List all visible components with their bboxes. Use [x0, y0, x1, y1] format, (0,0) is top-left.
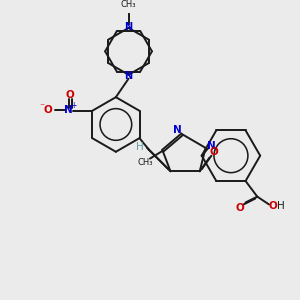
Text: H: H — [277, 201, 284, 212]
Text: O: O — [44, 105, 53, 115]
Text: CH₃: CH₃ — [137, 158, 153, 167]
Text: +: + — [70, 101, 77, 110]
Text: O: O — [66, 90, 75, 100]
Text: O: O — [268, 201, 277, 212]
Text: N: N — [207, 141, 216, 151]
Text: O: O — [235, 203, 244, 213]
Text: H: H — [136, 142, 144, 152]
Text: ⁻: ⁻ — [39, 102, 44, 112]
Text: N: N — [124, 71, 133, 81]
Text: N: N — [64, 105, 73, 115]
Text: N: N — [173, 125, 182, 135]
Text: N: N — [124, 22, 133, 32]
Text: O: O — [210, 147, 219, 157]
Text: CH₃: CH₃ — [121, 0, 136, 9]
